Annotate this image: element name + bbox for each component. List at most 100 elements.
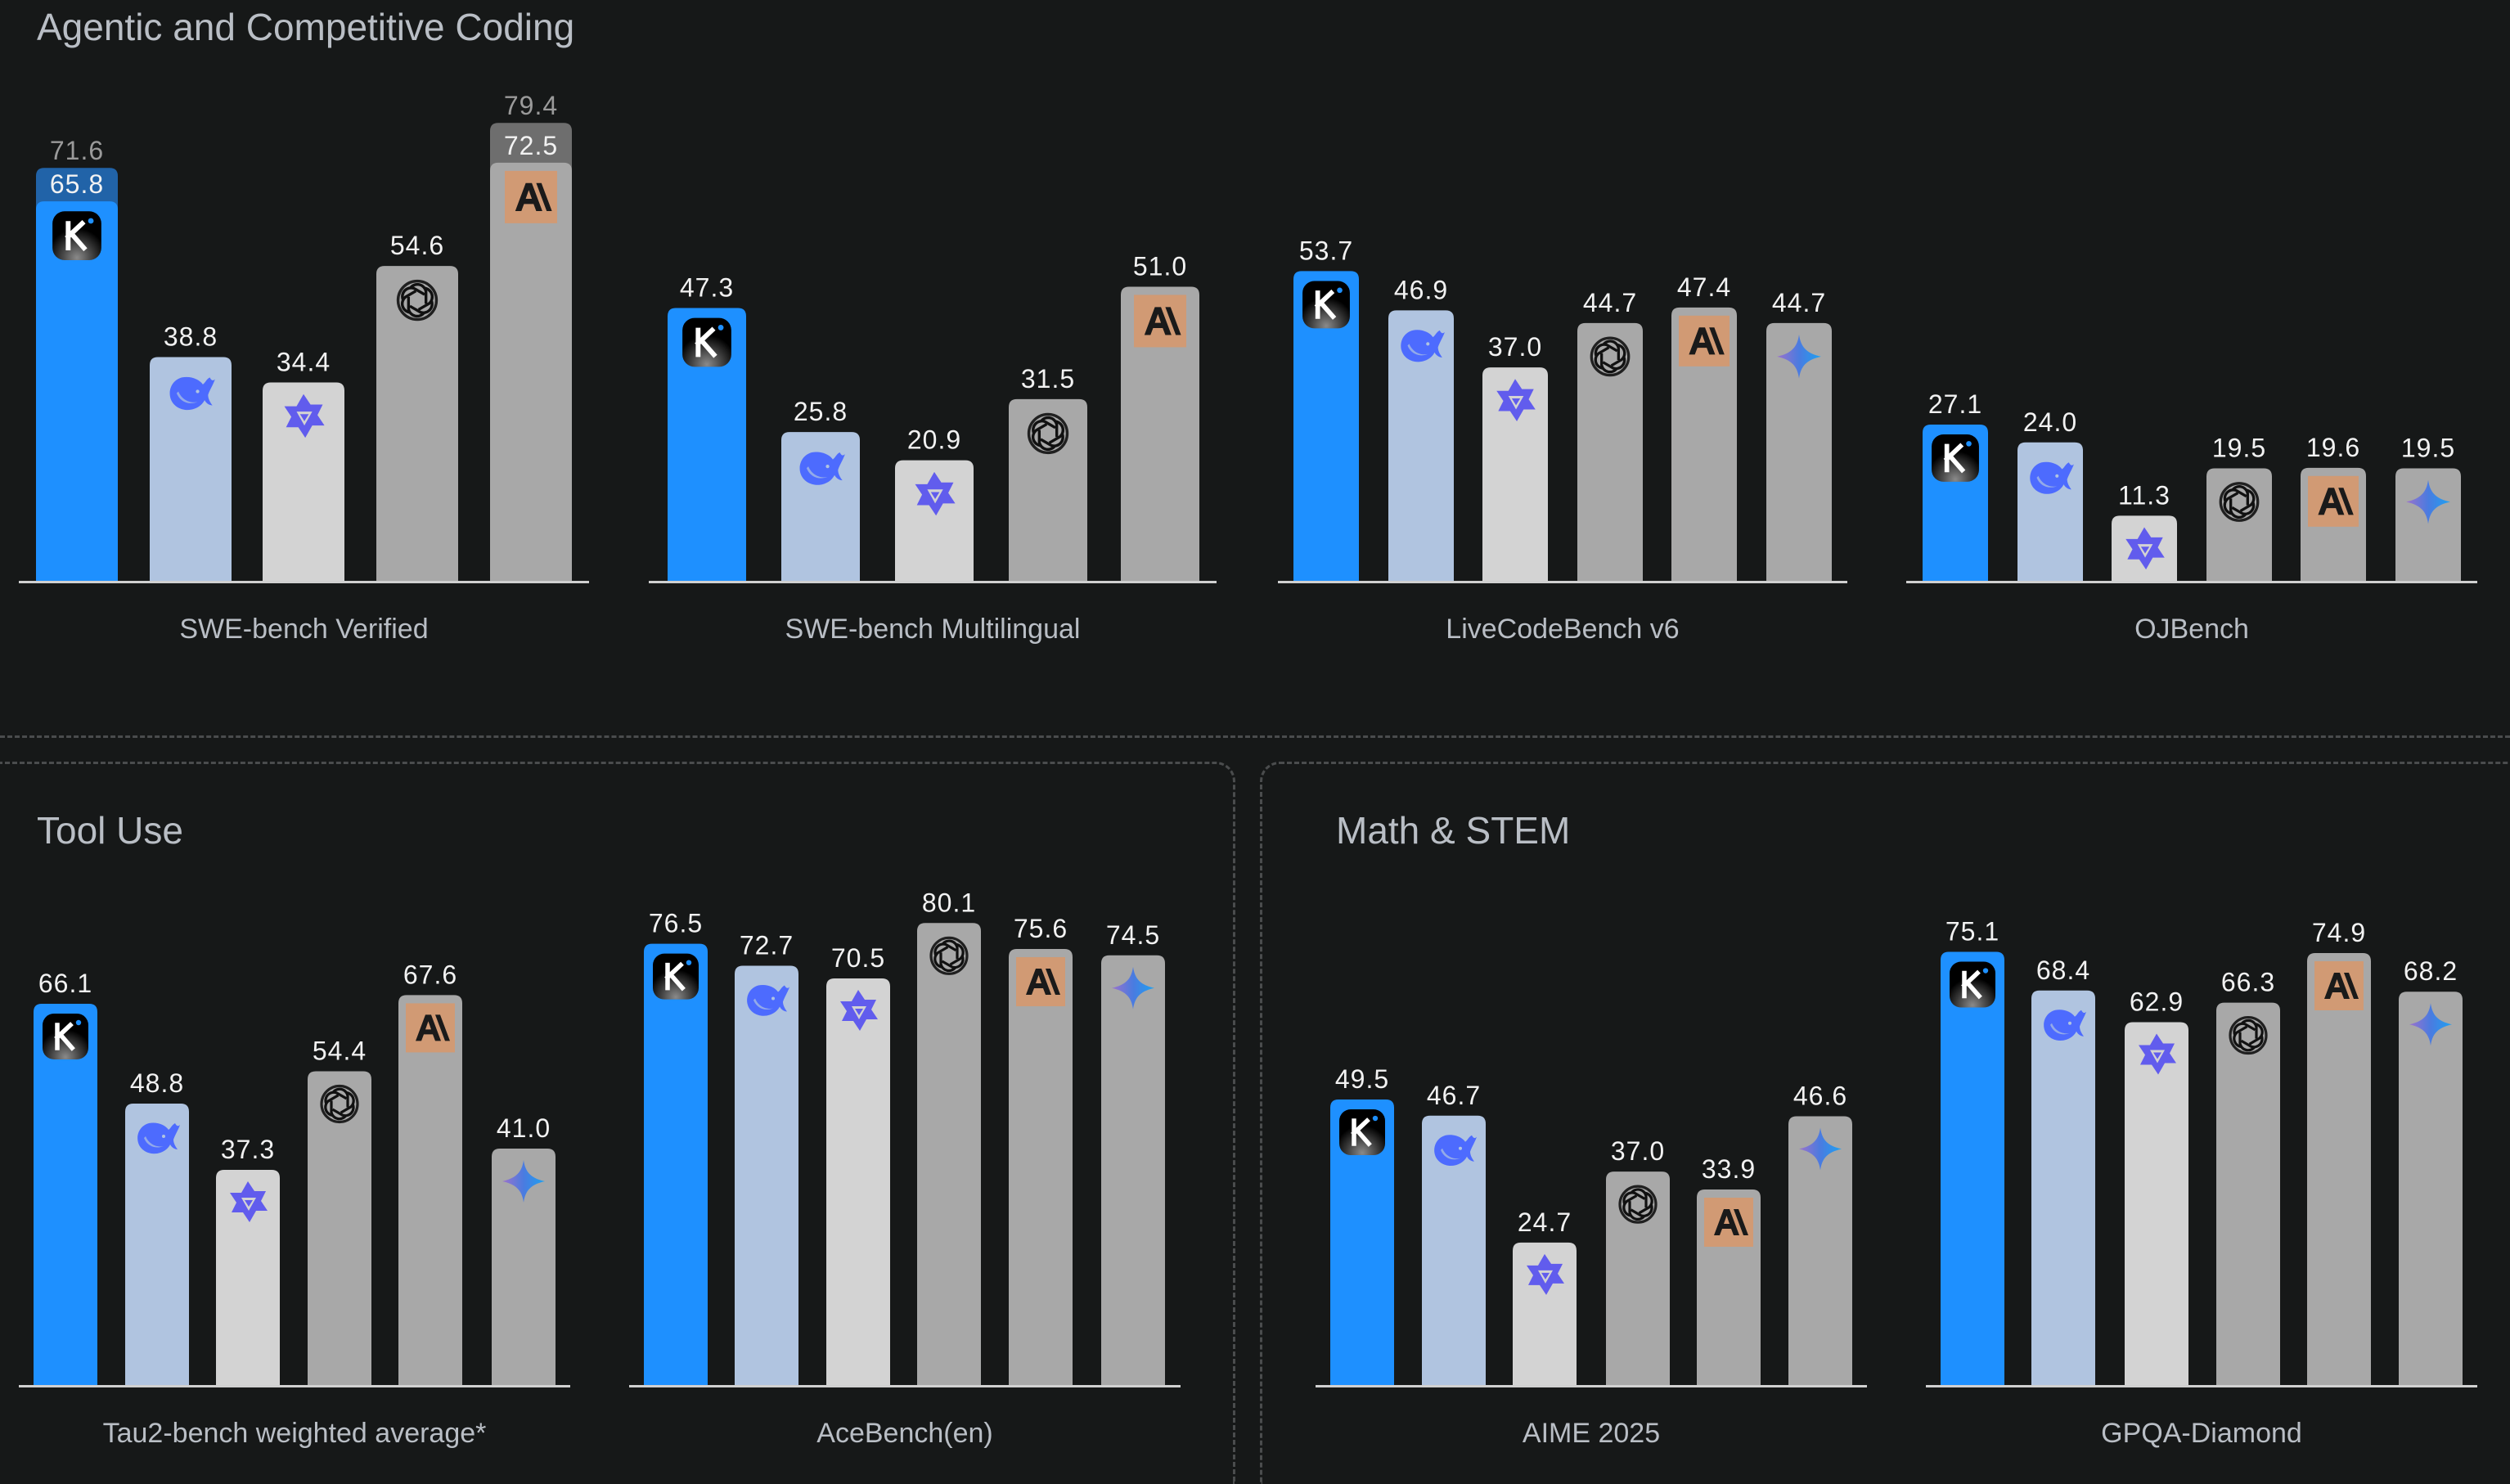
value-label: 33.9 [1702, 1154, 1756, 1184]
value-label: 44.7 [1772, 288, 1826, 317]
value-label: 31.5 [1021, 364, 1075, 393]
value-label: 46.6 [1793, 1081, 1847, 1110]
value-label: 20.9 [907, 425, 961, 455]
bar-qwen [895, 460, 974, 581]
value-label: 11.3 [2118, 480, 2170, 510]
gemini-sparkle-icon [2406, 479, 2450, 524]
deepseek-whale-icon [747, 984, 789, 1016]
kimi-k-icon [653, 953, 699, 1000]
value-label: 53.7 [1299, 236, 1353, 265]
value-label: 54.4 [313, 1036, 367, 1065]
deepseek-whale-icon [1401, 330, 1445, 362]
bar-openai [308, 1071, 371, 1385]
anthropic-ai-icon [1134, 295, 1186, 348]
bar-deepseek [1388, 310, 1454, 581]
value-label: 47.4 [1677, 272, 1731, 302]
value-label: 25.8 [794, 397, 848, 426]
openai-knot-icon [396, 279, 439, 322]
math-stem-card [1260, 762, 2510, 1484]
bar-anthropic [398, 995, 462, 1385]
anthropic-ai-icon [1704, 1198, 1753, 1248]
bar-openai [1577, 322, 1643, 581]
openai-knot-icon [2219, 482, 2260, 522]
benchmark-label: OJBench [2134, 614, 2249, 645]
kimi-k-icon [1302, 281, 1350, 329]
value-label: 66.1 [38, 969, 92, 998]
openai-knot-icon [1590, 336, 1631, 377]
bar-openai [2206, 468, 2272, 581]
bar-gemini [1101, 955, 1165, 1385]
value-label: 66.3 [2221, 968, 2275, 997]
value-label: 62.9 [2130, 987, 2184, 1017]
deepseek-whale-icon [2044, 1010, 2086, 1041]
gemini-sparkle-icon [1112, 966, 1154, 1010]
value-label: 72.7 [740, 930, 794, 960]
value-label: 70.5 [831, 943, 885, 973]
value-label: 19.5 [2401, 434, 2455, 463]
bar-anthropic [2307, 952, 2371, 1385]
value-label: 46.9 [1394, 275, 1448, 304]
value-label: 24.7 [1518, 1207, 1572, 1237]
bar-openai [2216, 1002, 2280, 1385]
anthropic-ai-icon [1016, 957, 1065, 1007]
deepseek-whale-icon [169, 376, 215, 411]
section-title-tool-use: Tool Use [37, 809, 183, 852]
benchmark-label: SWE-bench Multilingual [785, 614, 1081, 645]
qwen-star-icon [2139, 1033, 2176, 1075]
anthropic-ai-icon [406, 1003, 455, 1053]
value-label: 51.0 [1133, 251, 1187, 281]
value-label: 48.8 [130, 1068, 184, 1098]
benchmark-label: LiveCodeBench v6 [1446, 614, 1679, 645]
bar-deepseek [150, 357, 232, 581]
benchmark-label: AceBench(en) [816, 1418, 992, 1449]
value-label: 38.8 [164, 322, 218, 351]
kimi-k-icon [682, 317, 731, 367]
value-label: 49.5 [1335, 1064, 1389, 1094]
section-title-math-stem: Math & STEM [1336, 809, 1571, 852]
value-label: 76.5 [649, 909, 703, 938]
kimi-k-icon [43, 1013, 88, 1059]
chart-livecodebench-v6: LiveCodeBench v6 53.7 46.9 37.0 44.7 47.4 44.7 [1278, 236, 1847, 645]
bar-deepseek [2031, 990, 2095, 1385]
value-label-extra: 71.6 [50, 136, 104, 165]
qwen-star-icon [915, 471, 956, 516]
benchmark-label: Tau2-bench weighted average* [103, 1418, 487, 1449]
value-label: 34.4 [277, 347, 331, 376]
bar-anthropic [1671, 307, 1737, 581]
bar-deepseek [1422, 1115, 1486, 1385]
chart-swe-bench-multilingual: SWE-bench Multilingual 47.3 25.8 20.9 31.5 51… [649, 251, 1217, 645]
bar-gemini [1766, 322, 1832, 581]
gemini-sparkle-icon [2409, 1003, 2452, 1046]
kimi-k-icon [1950, 961, 1995, 1008]
value-label: 68.2 [2404, 956, 2458, 986]
value-label: 19.5 [2212, 434, 2266, 463]
bar-kimi [644, 943, 708, 1385]
gemini-sparkle-icon [502, 1159, 545, 1203]
benchmark-label: SWE-bench Verified [179, 614, 428, 645]
tool-use-card [0, 762, 1235, 1484]
bar-openai [376, 266, 458, 581]
openai-knot-icon [929, 936, 969, 975]
bar-kimi [36, 201, 118, 582]
value-label: 24.0 [2023, 407, 2077, 437]
value-label: 27.1 [1928, 389, 1982, 419]
value-label: 37.0 [1488, 332, 1542, 362]
gemini-sparkle-icon [1777, 334, 1821, 379]
value-label: 41.0 [497, 1113, 551, 1143]
value-label: 54.6 [390, 231, 444, 260]
section-title-coding: Agentic and Competitive Coding [37, 6, 575, 48]
value-label: 75.6 [1014, 914, 1068, 943]
bar-anthropic [490, 162, 572, 581]
bar-openai [1606, 1171, 1670, 1385]
bar-openai [917, 923, 981, 1385]
value-label: 74.5 [1106, 920, 1160, 950]
kimi-k-icon [1932, 434, 1979, 482]
deepseek-whale-icon [799, 452, 845, 485]
anthropic-ai-icon [2308, 475, 2359, 527]
value-label: 37.0 [1611, 1136, 1665, 1166]
openai-knot-icon [320, 1084, 359, 1124]
openai-knot-icon [1618, 1185, 1658, 1224]
value-label: 19.6 [2306, 433, 2360, 462]
kimi-k-icon [52, 211, 101, 260]
